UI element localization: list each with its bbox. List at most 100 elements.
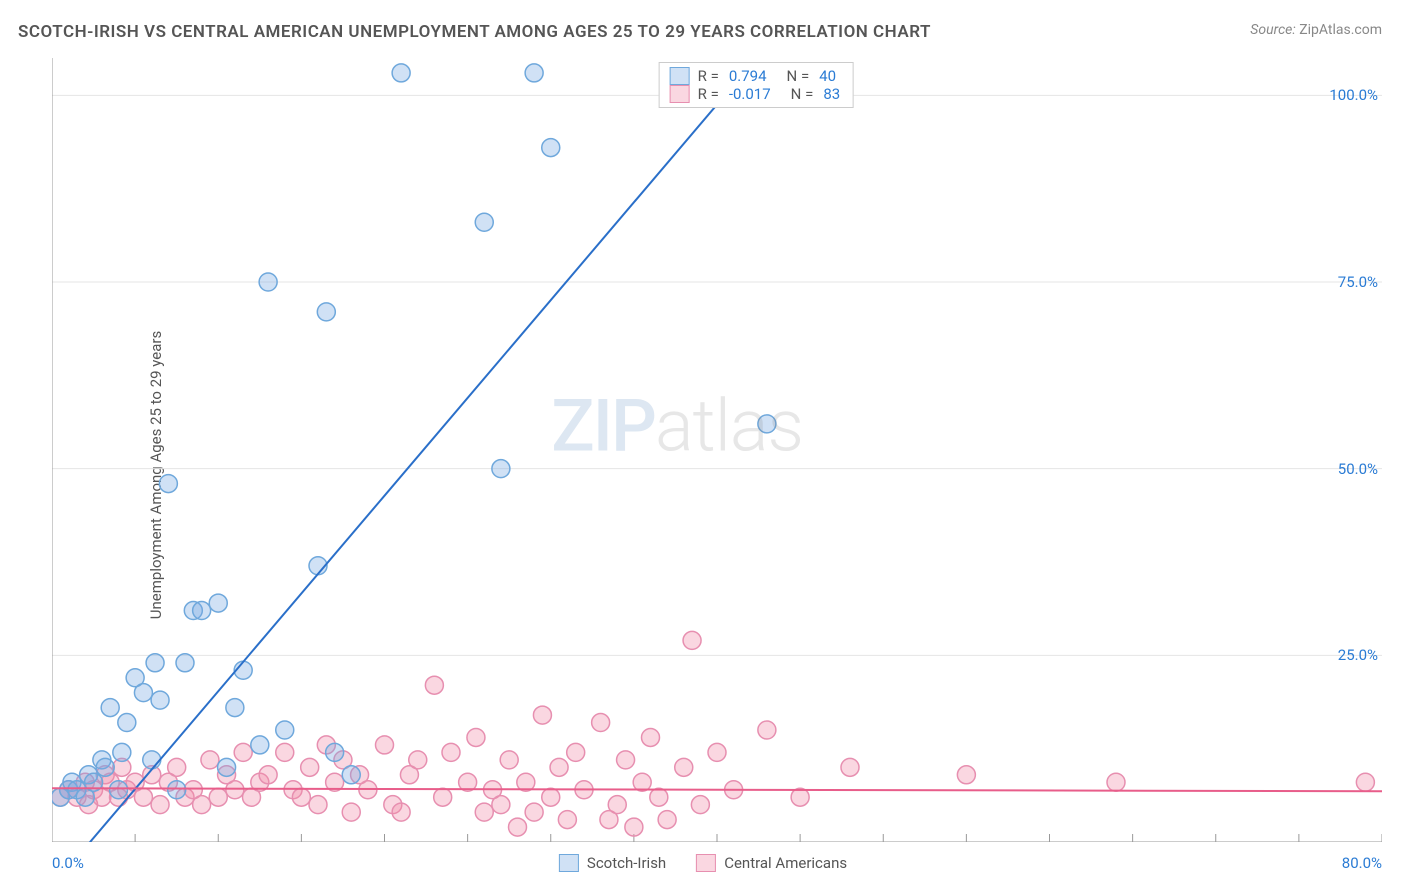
data-point	[758, 415, 776, 433]
legend-r-label: R =	[698, 67, 719, 85]
data-point	[96, 758, 114, 776]
series-legend: Scotch-Irish Central Americans	[559, 854, 847, 872]
data-point	[492, 460, 510, 478]
chart-title: SCOTCH-IRISH VS CENTRAL AMERICAN UNEMPLO…	[18, 22, 931, 42]
data-point	[650, 788, 668, 806]
legend-swatch	[670, 85, 690, 103]
data-point	[442, 743, 460, 761]
data-point	[683, 631, 701, 649]
data-point	[434, 788, 452, 806]
legend-n-value: 40	[819, 67, 836, 85]
legend-swatch	[670, 67, 690, 85]
data-point	[193, 602, 211, 620]
data-point	[151, 691, 169, 709]
data-point	[168, 781, 186, 799]
legend-item: Central Americans	[696, 854, 847, 872]
data-point	[134, 788, 152, 806]
source-value: ZipAtlas.com	[1299, 22, 1382, 38]
data-point	[342, 803, 360, 821]
trend-line	[52, 65, 750, 842]
data-point	[957, 766, 975, 784]
data-point	[326, 743, 344, 761]
data-point	[533, 706, 551, 724]
data-point	[625, 818, 643, 836]
data-point	[1356, 773, 1374, 791]
data-point	[309, 796, 327, 814]
chart-container: Unemployment Among Ages 25 to 29 years Z…	[0, 58, 1406, 892]
data-point	[193, 796, 211, 814]
data-point	[542, 788, 560, 806]
data-point	[475, 803, 493, 821]
data-point	[525, 803, 543, 821]
data-point	[113, 743, 131, 761]
data-point	[134, 684, 152, 702]
x-axis-max-label: 80.0%	[1342, 854, 1382, 872]
data-point	[708, 743, 726, 761]
data-point	[226, 781, 244, 799]
data-point	[608, 796, 626, 814]
data-point	[567, 743, 585, 761]
legend-row: R = 0.794 N = 40	[670, 67, 843, 85]
data-point	[143, 751, 161, 769]
legend-row: R = -0.017 N = 83	[670, 85, 843, 103]
data-point	[1107, 773, 1125, 791]
legend-item: Scotch-Irish	[559, 854, 666, 872]
data-point	[392, 803, 410, 821]
legend-swatch	[696, 854, 716, 872]
data-point	[317, 303, 335, 321]
data-point	[209, 788, 227, 806]
data-point	[168, 758, 186, 776]
data-point	[292, 788, 310, 806]
data-point	[841, 758, 859, 776]
data-point	[425, 676, 443, 694]
data-point	[110, 781, 128, 799]
data-point	[209, 594, 227, 612]
data-point	[642, 728, 660, 746]
data-point	[276, 743, 294, 761]
data-point	[617, 751, 635, 769]
data-point	[251, 736, 269, 754]
data-point	[276, 721, 294, 739]
scatter-plot-svg	[52, 58, 1382, 842]
data-point	[101, 699, 119, 717]
data-point	[509, 818, 527, 836]
data-point	[550, 758, 568, 776]
data-point	[409, 751, 427, 769]
source-label: Source:	[1250, 22, 1295, 38]
data-point	[301, 758, 319, 776]
data-point	[675, 758, 693, 776]
data-point	[467, 728, 485, 746]
legend-series-name: Central Americans	[724, 854, 847, 872]
legend-n-label: N =	[787, 67, 810, 85]
data-point	[342, 766, 360, 784]
data-point	[758, 721, 776, 739]
data-point	[592, 714, 610, 732]
data-point	[118, 714, 136, 732]
data-point	[218, 758, 236, 776]
legend-n-value: 83	[823, 85, 840, 103]
data-point	[658, 811, 676, 829]
legend-r-label: R =	[698, 85, 719, 103]
legend-r-value: 0.794	[729, 67, 767, 85]
data-point	[176, 654, 194, 672]
data-point	[525, 64, 543, 82]
data-point	[201, 751, 219, 769]
data-point	[492, 796, 510, 814]
legend-series-name: Scotch-Irish	[587, 854, 666, 872]
data-point	[376, 736, 394, 754]
correlation-legend: R = 0.794 N = 40 R = -0.017 N = 83	[659, 62, 854, 108]
data-point	[226, 699, 244, 717]
data-point	[159, 475, 177, 493]
legend-n-label: N =	[791, 85, 814, 103]
data-point	[500, 751, 518, 769]
legend-r-value: -0.017	[729, 85, 771, 103]
data-point	[151, 796, 169, 814]
data-point	[475, 213, 493, 231]
data-point	[259, 273, 277, 291]
data-point	[542, 139, 560, 157]
source-credit: Source: ZipAtlas.com	[1250, 22, 1382, 38]
data-point	[259, 766, 277, 784]
plot-area: ZIPatlas R =0.794N =40R =-0.017N =83	[52, 58, 1382, 842]
legend-swatch	[559, 854, 579, 872]
data-point	[146, 654, 164, 672]
